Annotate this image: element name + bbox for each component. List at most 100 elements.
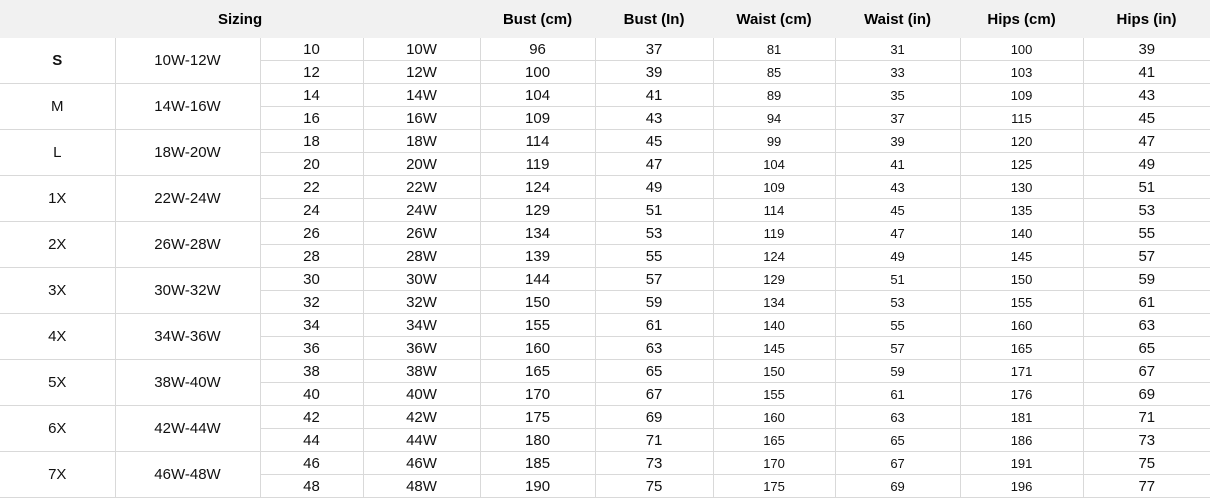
cell-size-w: 10W bbox=[363, 38, 481, 61]
cell-size-num: 48 bbox=[260, 474, 364, 498]
cell-size-w: 14W bbox=[363, 83, 481, 107]
table-row: 4X 34W-36W 34 34W 155 61 140 55 160 63 bbox=[0, 313, 1210, 360]
cell-hips-cm: 135 bbox=[960, 198, 1084, 222]
cell-bust-cm: 134 bbox=[480, 221, 596, 245]
table-row: 28 28W 139 55 124 49 145 57 bbox=[0, 244, 1210, 268]
cell-bust-in: 71 bbox=[595, 428, 714, 452]
cell-bust-in: 59 bbox=[595, 290, 714, 314]
cell-size-num: 26 bbox=[260, 221, 364, 245]
cell-size-num: 16 bbox=[260, 106, 364, 130]
cell-size-range: 22W-24W bbox=[115, 175, 261, 222]
cell-waist-cm: 170 bbox=[713, 451, 836, 475]
cell-size-num: 34 bbox=[260, 313, 364, 337]
header-bust-cm: Bust (cm) bbox=[480, 0, 596, 38]
cell-waist-in: 69 bbox=[835, 474, 961, 498]
table-row: 6X 42W-44W 42 42W 175 69 160 63 181 71 bbox=[0, 405, 1210, 452]
cell-waist-in: 55 bbox=[835, 313, 961, 337]
cell-hips-in: 41 bbox=[1083, 60, 1210, 84]
cell-waist-cm: 89 bbox=[713, 83, 836, 107]
cell-waist-in: 63 bbox=[835, 405, 961, 429]
cell-waist-in: 61 bbox=[835, 382, 961, 406]
cell-size-letter: 3X bbox=[0, 267, 116, 314]
cell-waist-in: 47 bbox=[835, 221, 961, 245]
cell-hips-in: 51 bbox=[1083, 175, 1210, 199]
cell-size-range: 26W-28W bbox=[115, 221, 261, 268]
cell-waist-in: 31 bbox=[835, 38, 961, 61]
cell-hips-cm: 125 bbox=[960, 152, 1084, 176]
cell-hips-cm: 115 bbox=[960, 106, 1084, 130]
table-body: S 10W-12W 10 10W 96 37 81 31 100 39 12 12W 100 39 85 33… bbox=[0, 38, 1210, 498]
cell-waist-cm: 140 bbox=[713, 313, 836, 337]
cell-hips-in: 63 bbox=[1083, 313, 1210, 337]
cell-size-range: 34W-36W bbox=[115, 313, 261, 360]
table-row: 20 20W 119 47 104 41 125 49 bbox=[0, 152, 1210, 176]
cell-waist-in: 41 bbox=[835, 152, 961, 176]
cell-waist-cm: 160 bbox=[713, 405, 836, 429]
table-row: 48 48W 190 75 175 69 196 77 bbox=[0, 474, 1210, 498]
cell-hips-cm: 181 bbox=[960, 405, 1084, 429]
cell-size-num: 32 bbox=[260, 290, 364, 314]
cell-hips-in: 53 bbox=[1083, 198, 1210, 222]
cell-hips-in: 73 bbox=[1083, 428, 1210, 452]
cell-size-num: 44 bbox=[260, 428, 364, 452]
cell-bust-in: 65 bbox=[595, 359, 714, 383]
cell-bust-cm: 160 bbox=[480, 336, 596, 360]
cell-hips-cm: 100 bbox=[960, 38, 1084, 61]
cell-waist-cm: 81 bbox=[713, 38, 836, 61]
cell-size-range: 18W-20W bbox=[115, 129, 261, 176]
header-hips-cm: Hips (cm) bbox=[960, 0, 1084, 38]
cell-hips-in: 71 bbox=[1083, 405, 1210, 429]
cell-size-letter: M bbox=[0, 83, 116, 130]
cell-size-num: 12 bbox=[260, 60, 364, 84]
cell-waist-in: 37 bbox=[835, 106, 961, 130]
cell-hips-in: 45 bbox=[1083, 106, 1210, 130]
cell-bust-in: 49 bbox=[595, 175, 714, 199]
cell-hips-in: 43 bbox=[1083, 83, 1210, 107]
table-row: 2X 26W-28W 26 26W 134 53 119 47 140 55 bbox=[0, 221, 1210, 268]
table-row: L 18W-20W 18 18W 114 45 99 39 120 47 bbox=[0, 129, 1210, 176]
cell-waist-in: 53 bbox=[835, 290, 961, 314]
cell-bust-cm: 170 bbox=[480, 382, 596, 406]
table-row: 36 36W 160 63 145 57 165 65 bbox=[0, 336, 1210, 360]
cell-waist-cm: 129 bbox=[713, 267, 836, 291]
cell-size-w: 12W bbox=[363, 60, 481, 84]
cell-hips-cm: 120 bbox=[960, 129, 1084, 153]
cell-hips-cm: 176 bbox=[960, 382, 1084, 406]
cell-waist-cm: 94 bbox=[713, 106, 836, 130]
cell-waist-cm: 85 bbox=[713, 60, 836, 84]
cell-size-range: 14W-16W bbox=[115, 83, 261, 130]
cell-size-w: 16W bbox=[363, 106, 481, 130]
cell-hips-in: 55 bbox=[1083, 221, 1210, 245]
cell-waist-cm: 114 bbox=[713, 198, 836, 222]
header-sizing: Sizing bbox=[0, 0, 481, 38]
cell-size-letter: L bbox=[0, 129, 116, 176]
header-bust-in: Bust (In) bbox=[595, 0, 714, 38]
cell-bust-in: 37 bbox=[595, 38, 714, 61]
cell-hips-in: 47 bbox=[1083, 129, 1210, 153]
cell-size-w: 32W bbox=[363, 290, 481, 314]
cell-waist-in: 39 bbox=[835, 129, 961, 153]
cell-size-w: 42W bbox=[363, 405, 481, 429]
cell-size-range: 42W-44W bbox=[115, 405, 261, 452]
cell-waist-cm: 99 bbox=[713, 129, 836, 153]
cell-size-num: 10 bbox=[260, 38, 364, 61]
cell-waist-cm: 150 bbox=[713, 359, 836, 383]
table-row: 5X 38W-40W 38 38W 165 65 150 59 171 67 bbox=[0, 359, 1210, 406]
cell-hips-in: 59 bbox=[1083, 267, 1210, 291]
cell-size-w: 30W bbox=[363, 267, 481, 291]
header-waist-in: Waist (in) bbox=[835, 0, 961, 38]
cell-size-num: 14 bbox=[260, 83, 364, 107]
cell-size-letter: 7X bbox=[0, 451, 116, 498]
cell-hips-cm: 196 bbox=[960, 474, 1084, 498]
cell-bust-in: 53 bbox=[595, 221, 714, 245]
cell-bust-cm: 165 bbox=[480, 359, 596, 383]
cell-size-range: 46W-48W bbox=[115, 451, 261, 498]
cell-hips-in: 39 bbox=[1083, 38, 1210, 61]
cell-bust-in: 67 bbox=[595, 382, 714, 406]
cell-bust-cm: 185 bbox=[480, 451, 596, 475]
cell-bust-cm: 190 bbox=[480, 474, 596, 498]
cell-waist-in: 67 bbox=[835, 451, 961, 475]
cell-size-w: 40W bbox=[363, 382, 481, 406]
cell-size-letter: 4X bbox=[0, 313, 116, 360]
